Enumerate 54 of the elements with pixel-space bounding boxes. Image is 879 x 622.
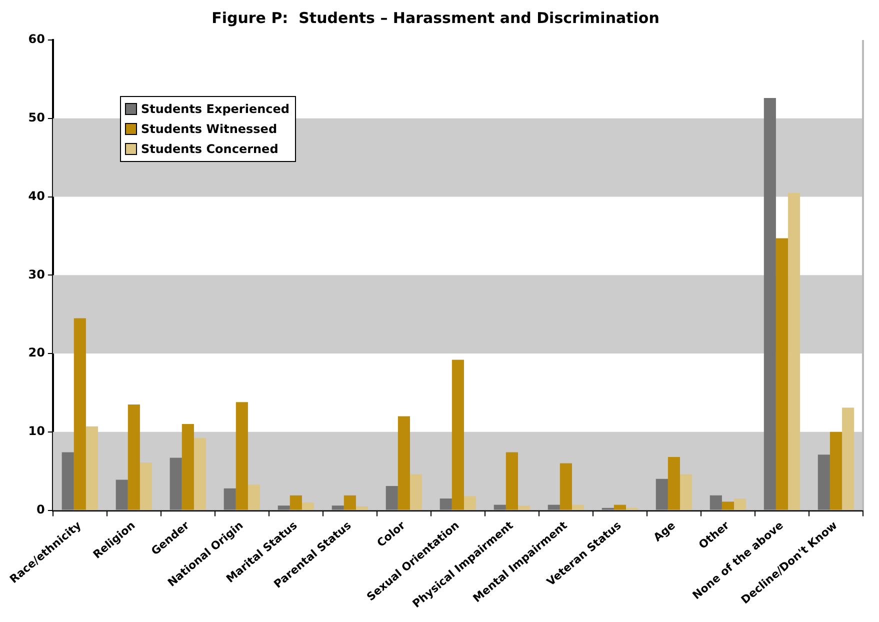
bar — [710, 495, 722, 510]
bar — [440, 498, 452, 510]
legend-label: Students Concerned — [141, 141, 278, 158]
y-tick-label: 50 — [28, 110, 45, 124]
bar — [236, 402, 248, 510]
bar — [224, 488, 236, 510]
y-tick-label: 20 — [28, 346, 45, 360]
bar — [830, 432, 842, 510]
bar — [398, 416, 410, 510]
bar — [116, 480, 128, 510]
bar — [356, 506, 368, 510]
bar — [668, 456, 680, 510]
bar — [572, 504, 584, 510]
legend-label: Students Experienced — [141, 101, 290, 118]
bar — [722, 502, 734, 510]
bar — [170, 458, 182, 510]
bar — [842, 408, 854, 510]
bar — [140, 462, 152, 510]
bar — [764, 98, 776, 510]
bar — [128, 404, 140, 510]
y-tick-label: 40 — [28, 188, 45, 203]
bar — [302, 502, 314, 510]
bar — [560, 463, 572, 510]
bar — [290, 495, 302, 510]
bar — [452, 360, 464, 510]
bar — [776, 238, 788, 510]
bar — [614, 504, 626, 510]
bar — [74, 318, 86, 510]
bar — [680, 474, 692, 510]
bar — [194, 438, 206, 510]
bar — [62, 452, 74, 510]
bar — [332, 506, 344, 510]
bar — [734, 498, 746, 510]
bar — [656, 478, 668, 510]
y-tick-label: 10 — [28, 424, 45, 438]
legend-label: Students Witnessed — [141, 121, 278, 138]
bar — [344, 495, 356, 510]
y-tick-label: 0 — [36, 502, 45, 516]
bar — [518, 506, 530, 510]
bar — [86, 426, 98, 510]
bar — [248, 484, 260, 510]
bar — [818, 454, 830, 510]
bar — [788, 192, 800, 510]
bar — [386, 486, 398, 510]
chart-title: Figure P: Students – Harassment and Discrimination — [212, 8, 660, 27]
y-tick-label: 60 — [28, 32, 45, 46]
bar — [182, 424, 194, 510]
bar — [494, 504, 506, 510]
bar — [464, 496, 476, 510]
bar — [278, 506, 290, 510]
bar — [506, 452, 518, 510]
bar — [410, 474, 422, 510]
bar — [548, 504, 560, 510]
y-tick-label: 30 — [28, 267, 45, 282]
